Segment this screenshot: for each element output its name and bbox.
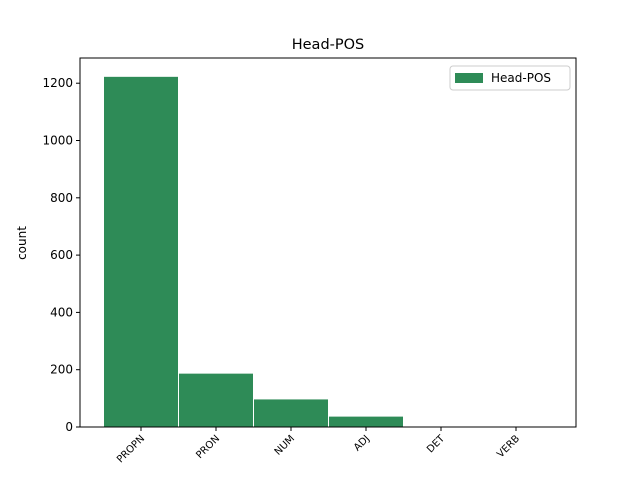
legend-box [449,65,571,91]
y-tick-label: 200 [50,363,73,377]
legend-swatch [455,73,483,83]
y-tick-label: 1000 [42,134,73,148]
bar [103,75,179,428]
y-tick-label: 600 [50,248,73,262]
chart-title: Head-POS [292,37,365,53]
x-tick-label: ADJ [352,433,372,453]
x-tick-label: NUM [273,433,297,457]
legend-label: Head-POS [491,71,551,85]
x-tick-label: DET [425,433,448,456]
x-tick-label: PROPN [115,433,147,465]
y-tick-label: 800 [50,191,73,205]
x-tick-label: PRON [194,433,222,461]
y-tick-label: 0 [65,420,73,434]
bar [253,398,329,428]
bar [178,372,254,428]
y-tick-label: 400 [50,305,73,319]
y-tick-label: 1200 [42,76,73,90]
x-tick-label: VERB [495,433,522,460]
y-axis-label: count [15,226,29,260]
bar [328,415,404,428]
plot-frame [79,57,577,428]
